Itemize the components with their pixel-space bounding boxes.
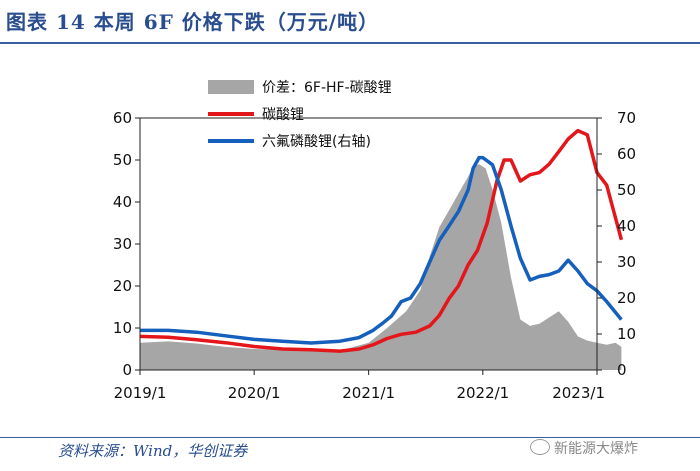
- spread-area-group: [140, 164, 622, 370]
- series-line-lipf6: [140, 155, 623, 345]
- series-line-li2co3: [139, 128, 624, 353]
- y-right-tick-label: 10: [617, 325, 636, 343]
- y-right-tick-label: 60: [617, 145, 636, 163]
- watermark: 新能源大爆炸: [530, 438, 638, 458]
- figure-title: 图表 14 本周 6F 价格下跌（万元/吨）: [6, 10, 380, 34]
- legend-label-spread: 价差：6F-HF-碳酸锂: [262, 80, 392, 96]
- y-left-tick-label: 60: [113, 109, 132, 127]
- source-rule: [0, 437, 700, 438]
- y-right-tick-label: 20: [617, 289, 636, 307]
- axis-ticks-group: 0 10 20 30 40 50 60 0 10 20 30 40 50 60 70 2019/1 2020/1…: [113, 109, 636, 402]
- x-tick-label: 2023/1: [552, 384, 605, 402]
- title-rule: [0, 42, 700, 44]
- y-right-tick-label: 70: [617, 109, 636, 127]
- series-area-spread: [140, 164, 622, 370]
- y-right-tick-label: 40: [617, 217, 636, 235]
- y-left-tick-label: 50: [113, 151, 132, 169]
- y-left-tick-label: 10: [113, 319, 132, 337]
- y-left-tick-label: 30: [113, 235, 132, 253]
- legend-label-li2co3: 碳酸锂: [262, 107, 304, 123]
- watermark-text: 新能源大爆炸: [554, 441, 638, 457]
- x-tick-label: 2019/1: [114, 384, 167, 402]
- source-note: 资料来源：Wind，华创证券: [58, 442, 248, 460]
- legend-label-lipf6: 六氟磷酸锂(右轴): [262, 134, 371, 150]
- y-right-tick-label: 0: [617, 361, 627, 379]
- x-tick-label: 2021/1: [342, 384, 395, 402]
- y-left-tick-label: 0: [122, 361, 132, 379]
- legend: 价差：6F-HF-碳酸锂 碳酸锂 六氟磷酸锂(右轴): [208, 80, 392, 150]
- legend-swatch-spread: [208, 80, 254, 94]
- y-left-tick-label: 20: [113, 277, 132, 295]
- x-tick-label: 2020/1: [228, 384, 281, 402]
- y-left-tick-label: 40: [113, 193, 132, 211]
- wechat-icon: [530, 439, 550, 455]
- series-lines-group: [139, 128, 624, 353]
- y-right-tick-label: 30: [617, 253, 636, 271]
- y-right-tick-label: 50: [617, 181, 636, 199]
- x-tick-label: 2022/1: [456, 384, 509, 402]
